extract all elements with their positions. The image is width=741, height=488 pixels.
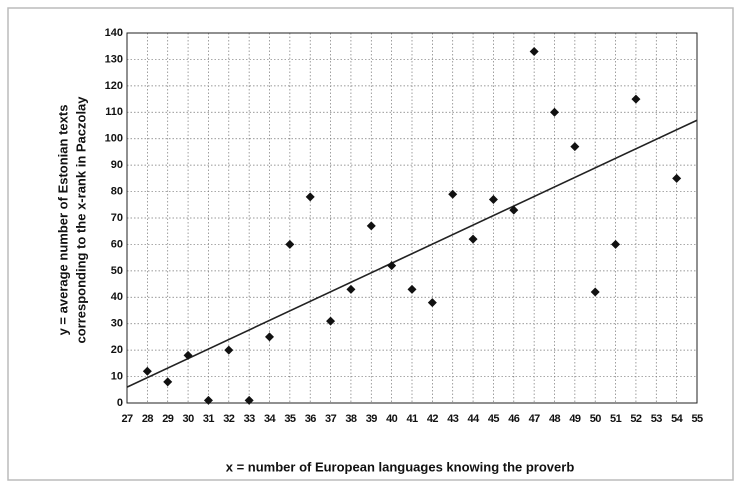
- point: [550, 107, 559, 117]
- x-tick-label: 43: [447, 413, 459, 425]
- point: [203, 395, 213, 405]
- x-tick-label: 42: [427, 413, 439, 425]
- y-tick-label: 40: [111, 291, 123, 303]
- point: [163, 377, 173, 387]
- x-tick-label: 45: [488, 413, 500, 425]
- x-tick-label: 38: [345, 413, 357, 425]
- x-tick-label: 28: [142, 413, 154, 425]
- x-tick-label: 47: [529, 413, 541, 425]
- point: [265, 332, 274, 342]
- point: [590, 287, 600, 297]
- point: [366, 221, 376, 231]
- point: [224, 345, 234, 355]
- x-tick-label: 37: [325, 413, 337, 425]
- x-tick-label: 46: [508, 413, 520, 425]
- point: [611, 239, 621, 249]
- y-axis-label: y = average number of Estonian texts: [55, 105, 70, 336]
- outer-frame: [7, 7, 734, 481]
- x-tick-label: 40: [386, 413, 398, 425]
- x-tick-label: 55: [691, 413, 703, 425]
- point: [387, 261, 397, 271]
- x-tick-label: 29: [162, 413, 174, 425]
- y-tick-label: 50: [111, 265, 123, 277]
- y-tick-label: 0: [117, 397, 123, 409]
- y-tick-label: 140: [105, 27, 123, 39]
- point: [570, 142, 580, 152]
- trend-line: [126, 119, 698, 388]
- point: [448, 189, 458, 199]
- x-tick-label: 53: [651, 413, 663, 425]
- y-tick-label: 80: [111, 185, 123, 197]
- x-tick-label: 48: [549, 413, 561, 425]
- x-tick-label: 39: [366, 413, 378, 425]
- point: [285, 239, 295, 249]
- y-tick-label: 10: [111, 370, 123, 382]
- point: [244, 395, 254, 405]
- x-tick-label: 32: [223, 413, 235, 425]
- point: [407, 284, 417, 294]
- point: [142, 366, 152, 376]
- point: [509, 205, 519, 215]
- x-tick-label: 27: [121, 413, 133, 425]
- x-tick-label: 41: [406, 413, 418, 425]
- x-tick-label: 51: [610, 413, 622, 425]
- y-tick-label: 70: [111, 212, 123, 224]
- x-tick-label: 35: [284, 413, 296, 425]
- plot-frame: [126, 32, 698, 404]
- point: [326, 316, 336, 326]
- x-tick-label: 50: [590, 413, 602, 425]
- y-tick-label: 110: [105, 106, 123, 118]
- point: [305, 192, 315, 202]
- y-axis-label: corresponding to the x-rank in Paczolay: [73, 96, 88, 344]
- point: [672, 173, 682, 183]
- x-tick-label: 33: [244, 413, 256, 425]
- x-axis-label: x = number of European languages knowing…: [226, 459, 575, 474]
- point: [631, 94, 641, 104]
- y-tick-label: 30: [111, 318, 123, 330]
- y-tick-label: 130: [105, 53, 123, 65]
- point: [427, 298, 437, 308]
- x-tick-label: 30: [183, 413, 195, 425]
- y-tick-label: 20: [111, 344, 123, 356]
- y-tick-label: 90: [111, 159, 123, 171]
- point: [183, 350, 193, 360]
- x-tick-label: 34: [264, 413, 277, 425]
- x-tick-label: 52: [630, 413, 642, 425]
- point: [346, 284, 356, 294]
- x-tick-label: 36: [305, 413, 317, 425]
- x-tick-label: 44: [468, 413, 481, 425]
- y-tick-label: 120: [105, 80, 123, 92]
- x-tick-label: 54: [671, 413, 684, 425]
- point: [468, 234, 478, 244]
- y-tick-label: 60: [111, 238, 123, 250]
- y-tick-label: 100: [105, 133, 123, 145]
- point: [488, 195, 498, 204]
- x-tick-label: 31: [203, 413, 215, 425]
- x-tick-label: 49: [569, 413, 581, 425]
- point: [529, 47, 539, 56]
